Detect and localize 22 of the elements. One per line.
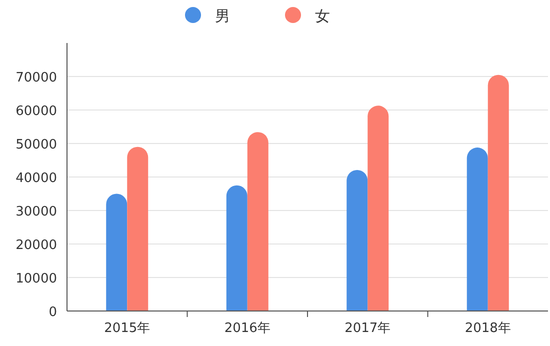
y-tick-label: 40000 [16,171,57,186]
y-tick-label: 0 [48,305,57,320]
y-tick-label: 30000 [16,204,57,220]
bar [346,170,368,311]
y-tick-label: 70000 [16,70,57,86]
x-tick-label: 2017年 [344,321,391,336]
x-tick-label: 2018年 [464,321,511,336]
y-tick-label: 20000 [16,238,57,253]
bar [226,185,248,311]
y-tick-label: 50000 [16,138,57,152]
bar [488,74,509,311]
bar [127,146,148,311]
bar [466,148,488,311]
legend-label: 男 [215,7,230,25]
bar [247,132,268,311]
bar [106,194,128,311]
y-tick-label: 60000 [16,104,57,119]
x-tick-label: 2016年 [224,321,270,336]
x-tick-label: 2015年 [104,321,150,336]
bar [368,106,389,311]
legend-label: 女 [315,7,330,25]
y-tick-label: 10000 [16,272,57,286]
